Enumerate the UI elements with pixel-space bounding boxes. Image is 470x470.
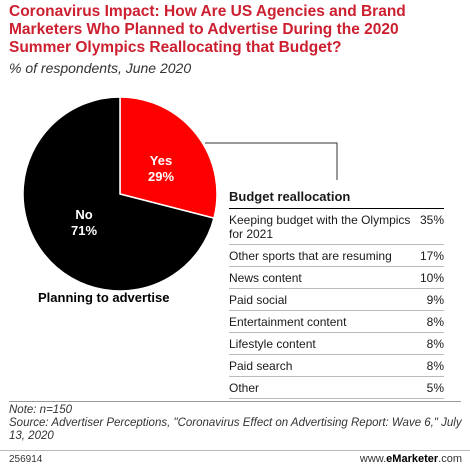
row-label: Paid search — [229, 359, 293, 373]
chart-title: Coronavirus Impact: How Are US Agencies … — [9, 3, 406, 56]
row-label: News content — [229, 271, 302, 285]
table-row: Other 5% — [229, 377, 444, 399]
table-row: Keeping budget with the Olympics for 202… — [229, 209, 444, 245]
yes-label: Yes 29% — [137, 153, 185, 185]
brand-name: eMarketer — [386, 453, 439, 465]
chart-id: 256914 — [9, 454, 43, 465]
row-value: 17% — [419, 249, 444, 263]
table-row: Paid social 9% — [229, 289, 444, 311]
table-row: News content 10% — [229, 267, 444, 289]
row-value: 35% — [419, 213, 444, 227]
pie-chart — [22, 96, 338, 292]
chart-subtitle: % of respondents, June 2020 — [9, 60, 192, 76]
table-row: Lifestyle content 8% — [229, 333, 444, 355]
pie-slice-yes — [119, 96, 218, 220]
row-label: Entertainment content — [229, 315, 347, 329]
table-row: Entertainment content 8% — [229, 311, 444, 333]
row-label: Keeping budget with the Olympics for 202… — [229, 213, 411, 241]
table-row: Other sports that are resuming 17% — [229, 245, 444, 267]
row-value: 5% — [426, 381, 444, 395]
no-label: No 71% — [60, 207, 108, 239]
budget-table: Budget reallocation Keeping budget with … — [229, 186, 444, 399]
row-value: 8% — [426, 337, 444, 351]
yes-name: Yes — [149, 153, 173, 168]
row-value: 9% — [426, 293, 444, 307]
pie-caption: Planning to advertise — [38, 290, 170, 305]
row-label: Other — [229, 381, 260, 395]
pie-slice-no — [22, 96, 215, 292]
no-name: No — [75, 207, 93, 222]
no-value: 71% — [70, 223, 98, 238]
brand-suffix: .com — [438, 453, 462, 465]
brand-prefix: www. — [359, 453, 387, 465]
footnote: Note: n=150 Source: Advertiser Perceptio… — [9, 404, 464, 443]
table-row: Paid search 8% — [229, 355, 444, 377]
callout-connector — [205, 142, 338, 180]
row-value: 8% — [426, 315, 444, 329]
row-value: 8% — [426, 359, 444, 373]
row-value: 10% — [419, 271, 444, 285]
table-title: Budget reallocation — [229, 186, 444, 209]
sample-note: Note: n=150 — [9, 404, 72, 416]
footer-divider — [9, 401, 461, 402]
source-note: Source: Advertiser Perceptions, "Coronav… — [9, 417, 462, 442]
brand-logo[interactable]: www.eMarketer.com — [360, 453, 462, 465]
bottom-divider — [0, 450, 470, 451]
row-label: Other sports that are resuming — [229, 249, 392, 263]
row-label: Paid social — [229, 293, 288, 307]
row-label: Lifestyle content — [229, 337, 316, 351]
yes-value: 29% — [147, 169, 175, 184]
